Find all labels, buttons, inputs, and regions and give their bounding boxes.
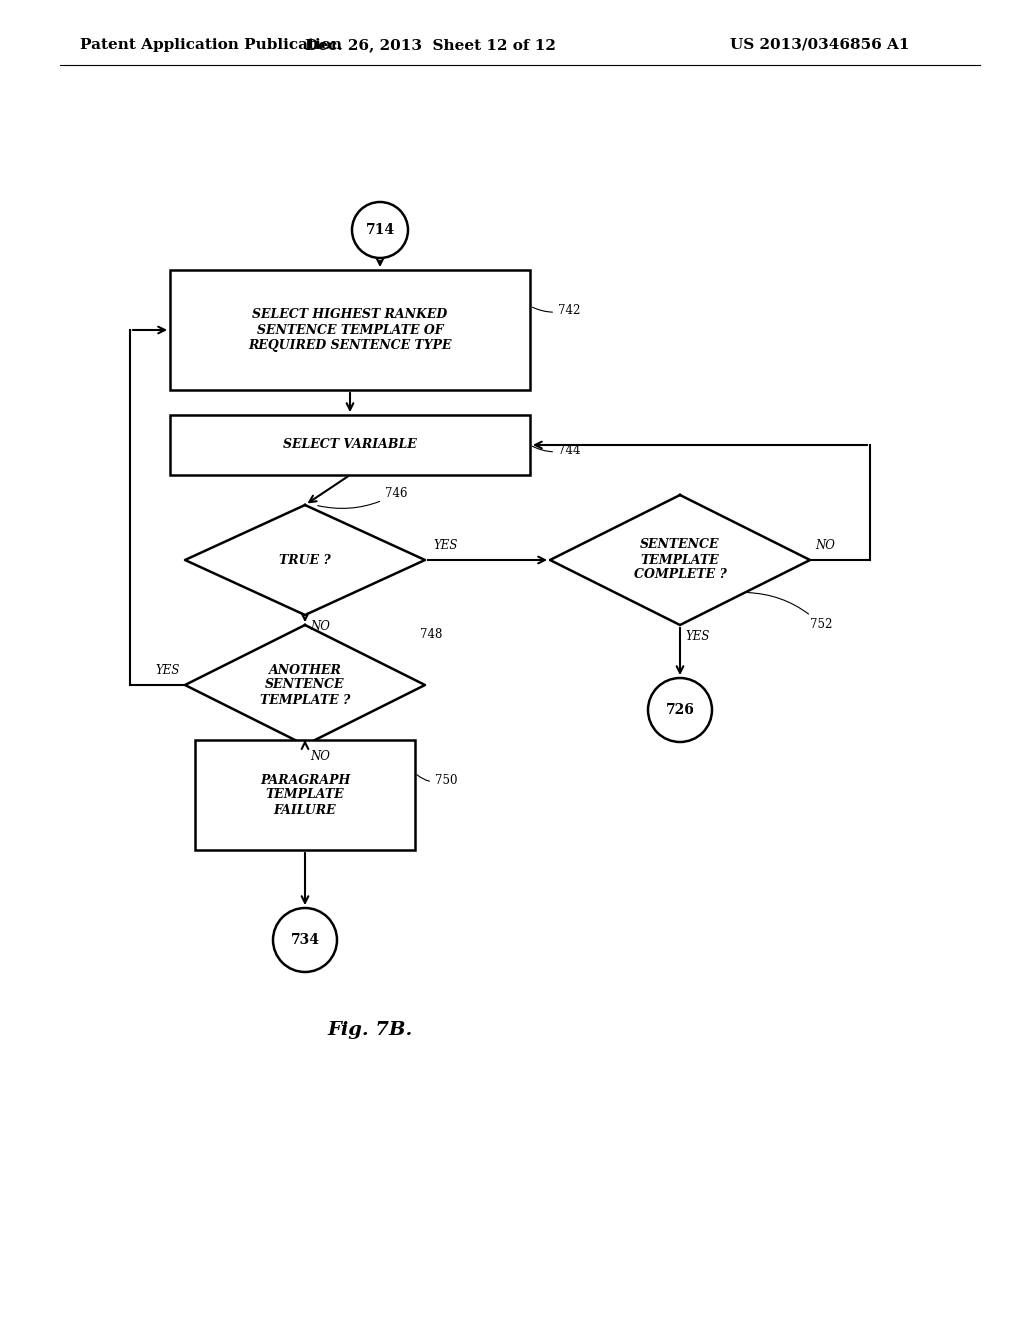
Circle shape (648, 678, 712, 742)
Text: YES: YES (433, 539, 458, 552)
Text: YES: YES (685, 630, 710, 643)
Text: 726: 726 (666, 704, 694, 717)
Text: 748: 748 (420, 628, 442, 642)
Text: Fig. 7B.: Fig. 7B. (328, 1020, 413, 1039)
Bar (170, 414, 530, 475)
Text: SELECT VARIABLE: SELECT VARIABLE (283, 438, 417, 451)
Polygon shape (550, 495, 810, 624)
Bar (170, 271, 530, 389)
Text: 744: 744 (532, 444, 581, 457)
Text: Dec. 26, 2013  Sheet 12 of 12: Dec. 26, 2013 Sheet 12 of 12 (304, 38, 555, 51)
Text: US 2013/0346856 A1: US 2013/0346856 A1 (730, 38, 909, 51)
Bar (195, 741, 415, 850)
Text: 750: 750 (417, 774, 458, 787)
Text: 734: 734 (291, 933, 319, 946)
Text: 742: 742 (532, 304, 581, 317)
Polygon shape (185, 506, 425, 615)
Text: 752: 752 (748, 593, 833, 631)
Text: 714: 714 (366, 223, 394, 238)
Text: SENTENCE
TEMPLATE
COMPLETE ?: SENTENCE TEMPLATE COMPLETE ? (634, 539, 726, 582)
Text: TRUE ?: TRUE ? (280, 553, 331, 566)
Text: SELECT HIGHEST RANKED
SENTENCE TEMPLATE OF
REQUIRED SENTENCE TYPE: SELECT HIGHEST RANKED SENTENCE TEMPLATE … (248, 309, 452, 351)
Circle shape (352, 202, 408, 257)
Text: NO: NO (815, 539, 835, 552)
Text: YES: YES (156, 664, 180, 677)
Circle shape (273, 908, 337, 972)
Text: ANOTHER
SENTENCE
TEMPLATE ?: ANOTHER SENTENCE TEMPLATE ? (260, 664, 350, 706)
Text: NO: NO (310, 750, 330, 763)
Text: 746: 746 (317, 487, 408, 508)
Text: PARAGRAPH
TEMPLATE
FAILURE: PARAGRAPH TEMPLATE FAILURE (260, 774, 350, 817)
Text: Patent Application Publication: Patent Application Publication (80, 38, 342, 51)
Polygon shape (185, 624, 425, 744)
Text: NO: NO (310, 620, 330, 634)
